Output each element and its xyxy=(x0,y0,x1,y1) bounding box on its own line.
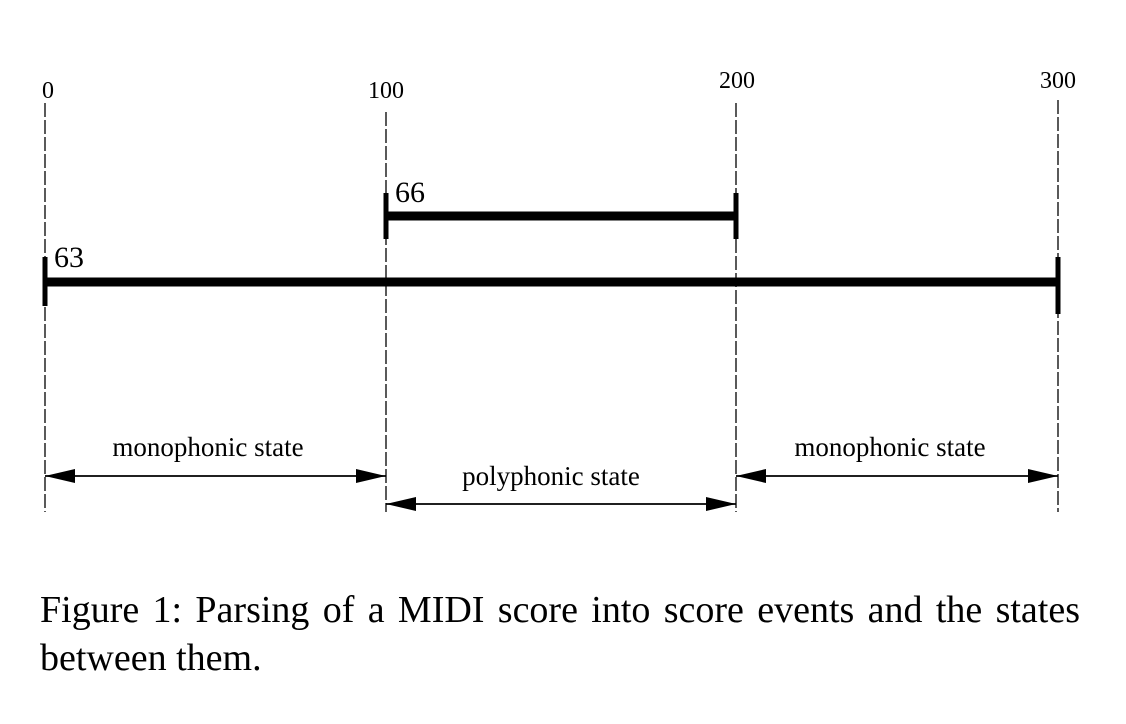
state-label: monophonic state xyxy=(112,432,303,462)
state-span-monophonic-1: monophonic state xyxy=(45,432,386,483)
midi-parsing-diagram: 0 100 200 300 66 63 monophonic state pol… xyxy=(42,68,1076,512)
state-label: polyphonic state xyxy=(462,461,640,491)
tick-label-300: 300 xyxy=(1040,68,1076,94)
note-pitch-label: 63 xyxy=(54,241,84,274)
state-span-polyphonic: polyphonic state xyxy=(386,461,736,511)
figure-caption: Figure 1: Parsing of a MIDI score into s… xyxy=(40,589,1080,679)
state-label: monophonic state xyxy=(794,432,985,462)
note-pitch-label: 66 xyxy=(395,176,425,209)
note-event-63: 63 xyxy=(42,241,1061,314)
tick-label-100: 100 xyxy=(368,78,404,104)
note-event-66: 66 xyxy=(383,176,739,239)
tick-label-0: 0 xyxy=(42,78,54,104)
tick-label-200: 200 xyxy=(719,68,755,94)
state-span-monophonic-2: monophonic state xyxy=(736,432,1058,483)
